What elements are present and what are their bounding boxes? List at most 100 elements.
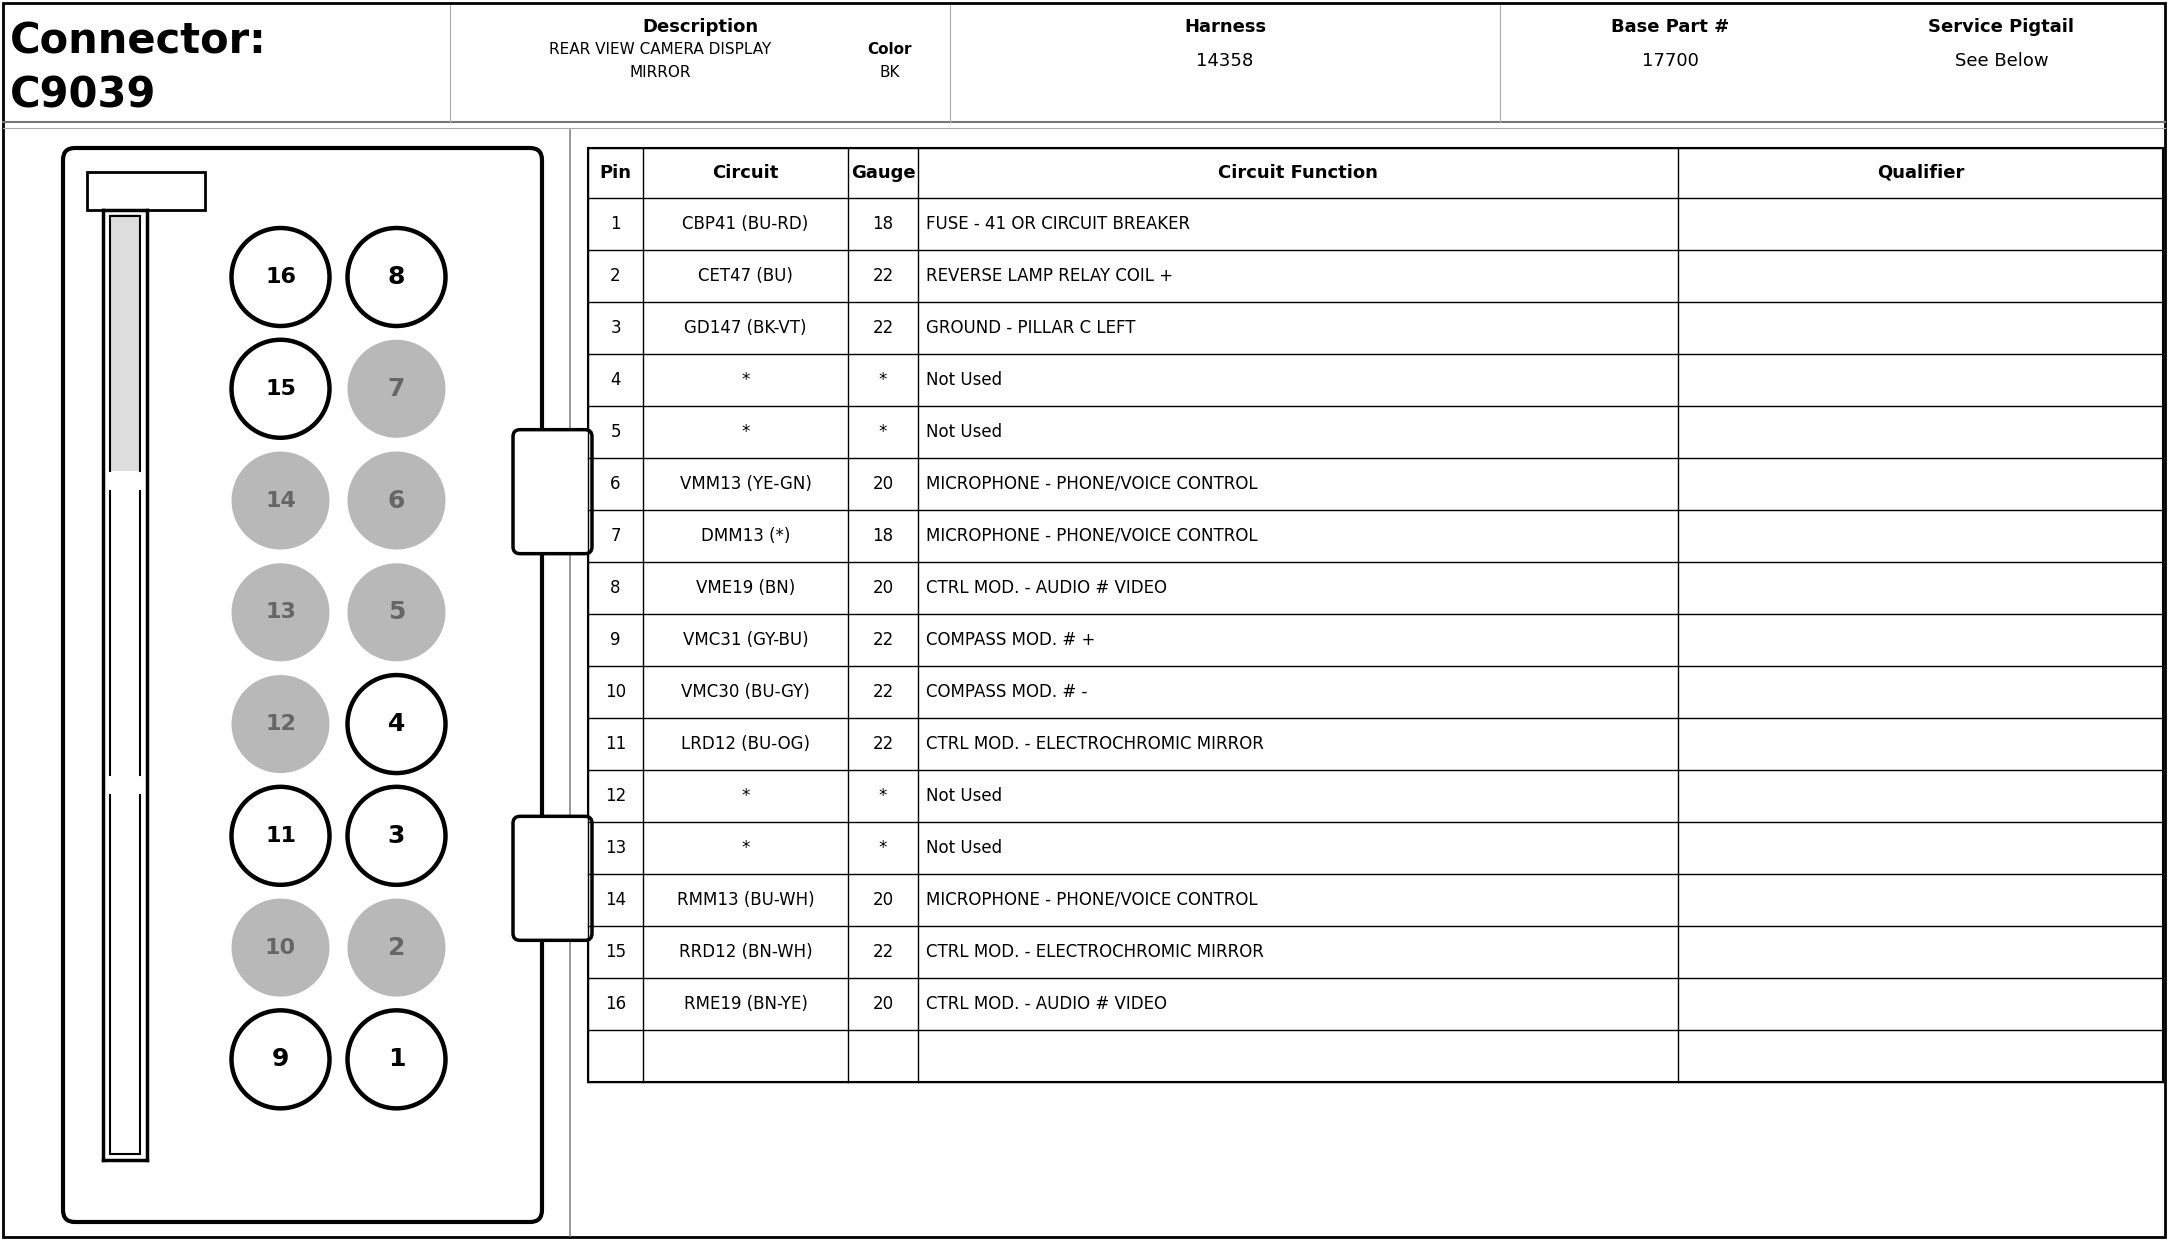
Text: See Below: See Below — [1956, 52, 2049, 69]
FancyBboxPatch shape — [514, 816, 592, 940]
Text: 12: 12 — [264, 714, 297, 734]
Text: VMM13 (YE-GN): VMM13 (YE-GN) — [679, 475, 811, 494]
Text: C9039: C9039 — [11, 74, 156, 117]
Text: CTRL MOD. - AUDIO # VIDEO: CTRL MOD. - AUDIO # VIDEO — [926, 579, 1166, 596]
Ellipse shape — [232, 787, 330, 885]
Text: REVERSE LAMP RELAY COIL +: REVERSE LAMP RELAY COIL + — [926, 267, 1173, 285]
Text: 8: 8 — [388, 265, 405, 289]
Text: DMM13 (*): DMM13 (*) — [700, 527, 789, 546]
Ellipse shape — [347, 563, 444, 661]
Text: 14: 14 — [264, 491, 297, 511]
Text: 22: 22 — [872, 267, 893, 285]
Text: 22: 22 — [872, 319, 893, 337]
Ellipse shape — [232, 228, 330, 326]
Text: Circuit: Circuit — [713, 164, 778, 182]
Text: *: * — [741, 787, 750, 805]
Text: Description: Description — [642, 19, 759, 36]
Ellipse shape — [232, 563, 330, 661]
Text: 18: 18 — [872, 527, 893, 546]
Text: VMC31 (GY-BU): VMC31 (GY-BU) — [683, 631, 809, 649]
Text: *: * — [741, 371, 750, 389]
Ellipse shape — [232, 1011, 330, 1109]
Bar — [87, 172, 206, 210]
Text: 4: 4 — [609, 371, 620, 389]
Text: 6: 6 — [388, 489, 405, 512]
Text: CTRL MOD. - AUDIO # VIDEO: CTRL MOD. - AUDIO # VIDEO — [926, 994, 1166, 1013]
Text: 17700: 17700 — [1641, 52, 1698, 69]
Text: RMM13 (BU-WH): RMM13 (BU-WH) — [676, 892, 815, 909]
Text: 22: 22 — [872, 735, 893, 753]
Text: 3: 3 — [388, 823, 405, 848]
FancyBboxPatch shape — [63, 148, 542, 1221]
Text: 20: 20 — [872, 994, 893, 1013]
Text: 2: 2 — [609, 267, 620, 285]
Text: 3: 3 — [609, 319, 620, 337]
Text: 20: 20 — [872, 475, 893, 494]
Text: 9: 9 — [271, 1048, 288, 1071]
Text: 5: 5 — [609, 423, 620, 441]
Bar — [111, 215, 139, 476]
Text: 20: 20 — [872, 579, 893, 596]
Ellipse shape — [232, 675, 330, 773]
Text: 14358: 14358 — [1197, 52, 1253, 69]
Text: CTRL MOD. - ELECTROCHROMIC MIRROR: CTRL MOD. - ELECTROCHROMIC MIRROR — [926, 735, 1264, 753]
Text: 7: 7 — [388, 377, 405, 401]
Text: LRD12 (BU-OG): LRD12 (BU-OG) — [681, 735, 811, 753]
Text: 10: 10 — [605, 683, 627, 701]
Text: Gauge: Gauge — [850, 164, 915, 182]
Text: FUSE - 41 OR CIRCUIT BREAKER: FUSE - 41 OR CIRCUIT BREAKER — [926, 215, 1190, 233]
Text: 22: 22 — [872, 683, 893, 701]
Ellipse shape — [347, 340, 444, 438]
Text: 11: 11 — [605, 735, 627, 753]
Text: Circuit Function: Circuit Function — [1218, 164, 1379, 182]
Text: 2: 2 — [388, 936, 405, 960]
Text: Connector:: Connector: — [11, 21, 267, 63]
Text: BK: BK — [880, 64, 900, 81]
Text: 6: 6 — [609, 475, 620, 494]
Ellipse shape — [347, 899, 444, 997]
Text: Color: Color — [867, 42, 913, 57]
Text: 13: 13 — [264, 603, 297, 622]
Text: Harness: Harness — [1184, 19, 1266, 36]
Text: RRD12 (BN-WH): RRD12 (BN-WH) — [679, 942, 813, 961]
Text: 8: 8 — [609, 579, 620, 596]
Text: 13: 13 — [605, 839, 627, 857]
Text: COMPASS MOD. # -: COMPASS MOD. # - — [926, 683, 1088, 701]
Text: GD147 (BK-VT): GD147 (BK-VT) — [685, 319, 806, 337]
Text: MICROPHONE - PHONE/VOICE CONTROL: MICROPHONE - PHONE/VOICE CONTROL — [926, 475, 1257, 494]
Text: *: * — [741, 423, 750, 441]
Ellipse shape — [347, 675, 444, 773]
Text: Not Used: Not Used — [926, 371, 1002, 389]
Bar — [104, 210, 147, 1159]
Text: Service Pigtail: Service Pigtail — [1930, 19, 2075, 36]
Text: *: * — [878, 787, 887, 805]
Ellipse shape — [232, 899, 330, 997]
Text: 16: 16 — [264, 267, 297, 286]
Text: 15: 15 — [605, 942, 627, 961]
Bar — [102, 471, 147, 489]
Text: 11: 11 — [264, 826, 297, 846]
Text: 14: 14 — [605, 892, 627, 909]
Text: 5: 5 — [388, 600, 405, 624]
Ellipse shape — [347, 451, 444, 549]
Text: 10: 10 — [264, 937, 297, 957]
Text: MIRROR: MIRROR — [629, 64, 692, 81]
Ellipse shape — [232, 451, 330, 549]
Text: MICROPHONE - PHONE/VOICE CONTROL: MICROPHONE - PHONE/VOICE CONTROL — [926, 892, 1257, 909]
Text: Qualifier: Qualifier — [1877, 164, 1964, 182]
FancyBboxPatch shape — [514, 430, 592, 554]
Text: 7: 7 — [609, 527, 620, 546]
Text: CTRL MOD. - ELECTROCHROMIC MIRROR: CTRL MOD. - ELECTROCHROMIC MIRROR — [926, 942, 1264, 961]
Text: 15: 15 — [264, 378, 297, 399]
Ellipse shape — [232, 340, 330, 438]
Ellipse shape — [347, 228, 444, 326]
Text: Pin: Pin — [601, 164, 631, 182]
Text: 1: 1 — [388, 1048, 405, 1071]
Text: 18: 18 — [872, 215, 893, 233]
Text: CBP41 (BU-RD): CBP41 (BU-RD) — [683, 215, 809, 233]
Text: *: * — [741, 839, 750, 857]
Text: *: * — [878, 839, 887, 857]
Text: VMC30 (BU-GY): VMC30 (BU-GY) — [681, 683, 811, 701]
Text: REAR VIEW CAMERA DISPLAY: REAR VIEW CAMERA DISPLAY — [549, 42, 772, 57]
Text: CET47 (BU): CET47 (BU) — [698, 267, 793, 285]
